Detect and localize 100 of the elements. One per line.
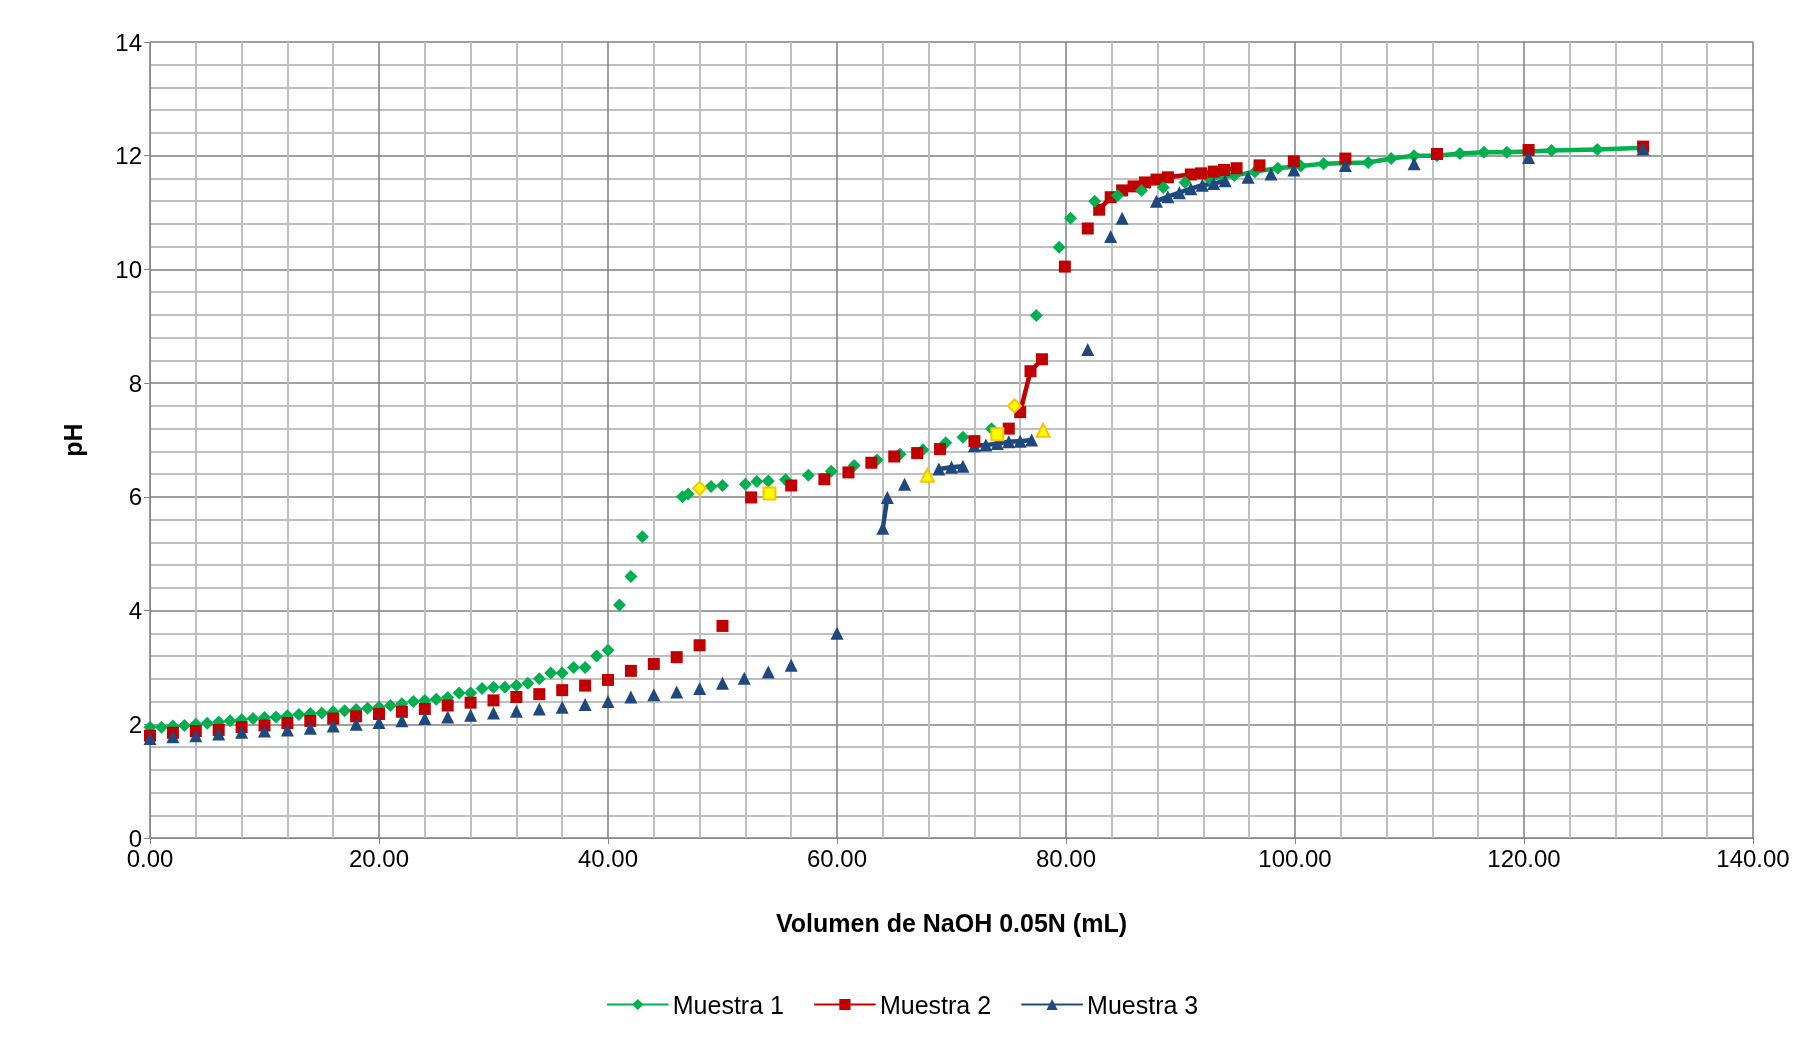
point: [509, 704, 523, 718]
point: [1407, 157, 1421, 171]
point: [326, 719, 340, 733]
point: [1477, 145, 1491, 159]
point: [1002, 422, 1015, 435]
legend-label: Muestra 2: [879, 990, 992, 1019]
point: [1317, 157, 1331, 171]
point: [647, 688, 661, 702]
point: [716, 676, 729, 690]
point: [418, 712, 432, 726]
point: [1241, 170, 1255, 184]
y-tick-label: 10: [115, 255, 142, 283]
point: [1195, 167, 1208, 180]
y-tick-label: 8: [128, 369, 142, 397]
point: [602, 673, 614, 686]
point: [579, 679, 592, 692]
point: [1024, 365, 1037, 378]
point: [349, 717, 363, 731]
y-tick-label: 4: [128, 597, 142, 625]
point: [1002, 435, 1016, 449]
point: [578, 697, 592, 711]
point: [692, 480, 708, 496]
x-tick-label: 40.00: [577, 844, 639, 872]
point: [1264, 167, 1278, 181]
point: [693, 681, 707, 695]
point: [1161, 171, 1174, 184]
point: [1058, 260, 1071, 273]
y-axis-title: pH: [58, 423, 87, 457]
point: [533, 688, 546, 701]
x-axis-title: Volumen de NaOH 0.05N (mL): [776, 908, 1127, 937]
point: [1287, 155, 1300, 168]
point: [1230, 162, 1243, 175]
point: [968, 435, 981, 448]
point: [1384, 152, 1398, 166]
point: [1150, 173, 1163, 186]
point: [1172, 186, 1186, 200]
point: [979, 438, 993, 452]
point: [555, 700, 569, 714]
point: [487, 706, 500, 720]
point: [189, 729, 203, 743]
point: [1195, 178, 1209, 192]
point: [716, 619, 729, 632]
point: [1590, 142, 1604, 156]
point: [1104, 229, 1118, 243]
point: [280, 723, 294, 737]
point: [1522, 150, 1536, 164]
point: [166, 730, 180, 744]
point: [693, 639, 706, 652]
point: [1184, 182, 1198, 196]
point: [1115, 211, 1129, 225]
point: [1081, 222, 1094, 235]
point: [624, 690, 638, 704]
y-tick-label: 12: [115, 142, 142, 170]
point: [784, 658, 798, 672]
point: [258, 724, 271, 738]
point: [830, 626, 844, 640]
point: [1544, 144, 1558, 158]
point: [1006, 398, 1022, 414]
point: [601, 695, 615, 709]
point: [1161, 190, 1175, 204]
point: [1271, 161, 1285, 175]
point: [532, 702, 546, 716]
point: [1081, 343, 1095, 357]
point: [761, 665, 775, 679]
legend-label: Muestra 3: [1087, 990, 1199, 1019]
point: [464, 708, 478, 722]
y-tick-label: 6: [128, 483, 142, 511]
point: [441, 710, 455, 724]
point: [1013, 434, 1027, 448]
point: [1361, 156, 1375, 170]
x-tick-label: 60.00: [806, 844, 868, 872]
legend-label: Muestra 1: [672, 990, 784, 1019]
point: [212, 727, 226, 741]
point: [898, 477, 912, 491]
point: [487, 694, 500, 707]
point: [818, 473, 831, 486]
y-tick-label: 14: [115, 28, 142, 56]
point: [745, 491, 758, 504]
point: [510, 690, 523, 703]
point: [1522, 144, 1535, 157]
x-tick-label: 140.00: [1716, 844, 1790, 872]
point: [303, 721, 317, 735]
point: [762, 486, 777, 501]
point: [1500, 145, 1514, 159]
point: [1035, 353, 1048, 366]
y-tick-label: 2: [128, 710, 142, 738]
point: [395, 714, 409, 728]
point: [956, 459, 970, 473]
point: [1253, 159, 1266, 172]
point: [932, 462, 946, 476]
point: [556, 684, 569, 697]
point: [624, 664, 637, 677]
point: [1149, 194, 1163, 208]
x-tick-label: 120.00: [1487, 844, 1561, 872]
point: [945, 460, 958, 474]
point: [1035, 422, 1051, 438]
point: [1218, 163, 1231, 176]
point: [1218, 174, 1232, 188]
point: [737, 671, 751, 685]
point: [647, 658, 660, 671]
